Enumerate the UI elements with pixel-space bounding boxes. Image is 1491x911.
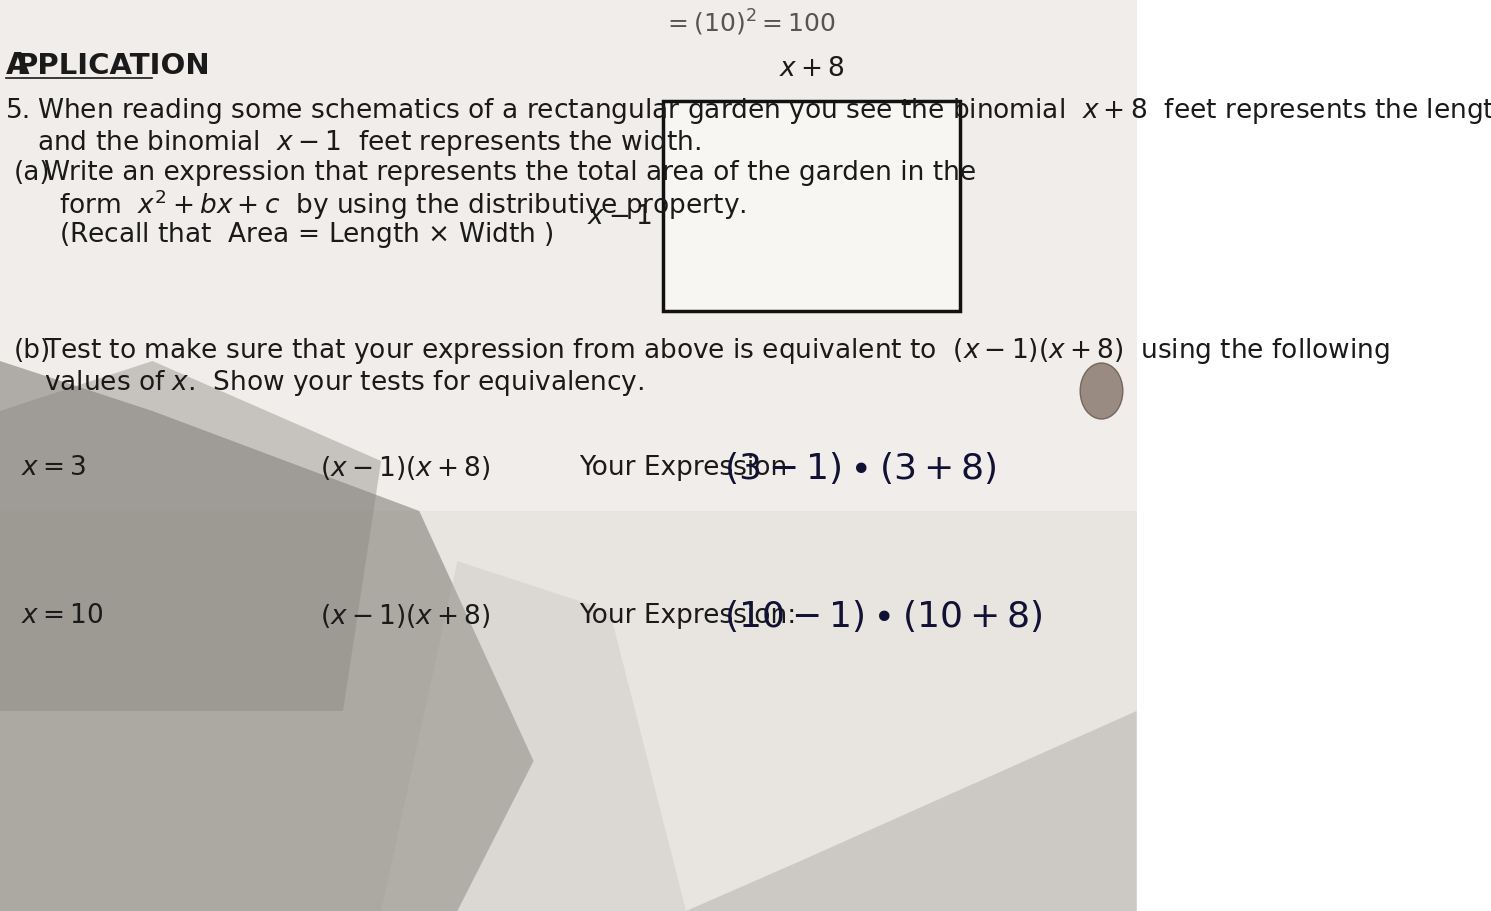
Text: $x=10$: $x=10$ — [21, 603, 104, 629]
Bar — [0, 0, 1136, 511]
Text: $x=3$: $x=3$ — [21, 455, 86, 481]
Text: When reading some schematics of a rectangular garden you see the binomial  $x+8$: When reading some schematics of a rectan… — [37, 96, 1491, 126]
Circle shape — [1079, 363, 1123, 419]
Text: $(10-1)\bullet(10+8)$: $(10-1)\bullet(10+8)$ — [725, 598, 1042, 634]
Text: $=(10)^2=100$: $=(10)^2=100$ — [663, 8, 836, 38]
Text: Your Expression:: Your Expression: — [580, 603, 796, 629]
Text: form  $x^2+bx+c$  by using the distributive property.: form $x^2+bx+c$ by using the distributiv… — [60, 188, 747, 222]
Text: A: A — [6, 52, 30, 80]
Text: PPLICATION: PPLICATION — [16, 52, 210, 80]
Text: 5.: 5. — [6, 98, 31, 124]
Text: $x-1$: $x-1$ — [586, 203, 652, 230]
Text: $x + 8$: $x + 8$ — [778, 56, 845, 82]
Text: Your Expression: Your Expression — [580, 455, 787, 481]
Text: $(3-1)\bullet(3+8)$: $(3-1)\bullet(3+8)$ — [725, 450, 996, 486]
Text: (Recall that  Area = Length $\times$ Width ): (Recall that Area = Length $\times$ Widt… — [60, 220, 555, 250]
Polygon shape — [0, 361, 534, 911]
Text: values of $x$.  Show your tests for equivalency.: values of $x$. Show your tests for equiv… — [45, 368, 644, 398]
Bar — [663, 101, 960, 311]
Polygon shape — [686, 711, 1136, 911]
Text: $(x-1)(x+8)$: $(x-1)(x+8)$ — [321, 602, 491, 630]
Polygon shape — [0, 361, 382, 711]
Text: (a): (a) — [13, 160, 51, 186]
Text: $(x-1)(x+8)$: $(x-1)(x+8)$ — [321, 454, 491, 482]
Text: Test to make sure that your expression from above is equivalent to  $(x-1)(x+8)$: Test to make sure that your expression f… — [45, 336, 1390, 366]
Text: (b): (b) — [13, 338, 51, 364]
Text: Write an expression that represents the total area of the garden in the: Write an expression that represents the … — [45, 160, 977, 186]
Text: and the binomial  $x-1$  feet represents the width.: and the binomial $x-1$ feet represents t… — [37, 128, 701, 158]
Polygon shape — [382, 561, 686, 911]
